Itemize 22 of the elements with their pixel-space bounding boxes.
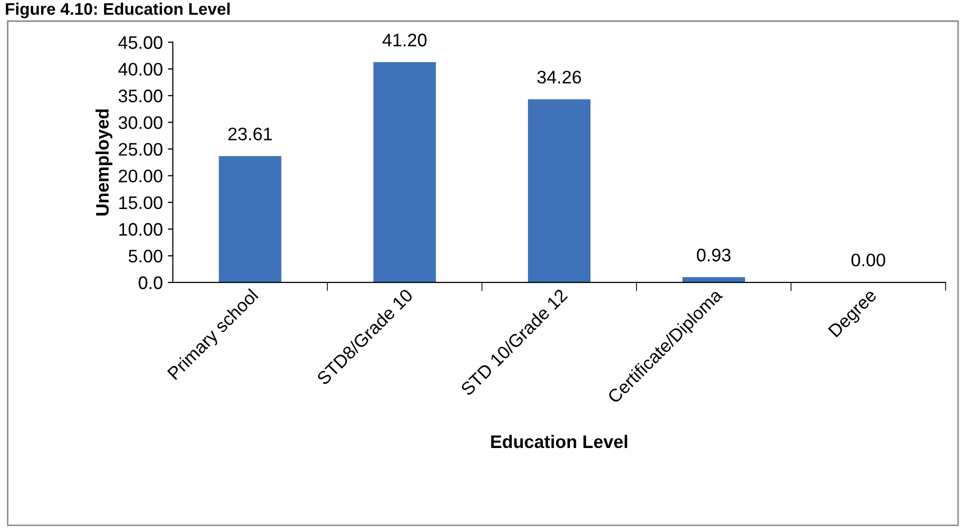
y-tick-label: 20.00 [118, 170, 162, 182]
y-tick-label: 0.0 [138, 276, 162, 290]
x-axis-title: Education Level [491, 434, 628, 448]
bar [373, 62, 436, 282]
bar [218, 156, 282, 282]
y-tick-label: 25.00 [118, 142, 162, 156]
bar [528, 99, 590, 282]
y-tick-label: 10.00 [119, 223, 162, 236]
data-label: 0.00 [851, 254, 886, 266]
y-tick-label: 40.00 [118, 62, 162, 76]
y-axis-title: Unemployed [96, 109, 112, 216]
y-tick-label: 35.00 [118, 90, 162, 102]
data-label: 34.26 [537, 70, 581, 84]
y-tick-label: 15.00 [119, 196, 162, 210]
y-tick-label: 5.00 [128, 250, 162, 263]
y-tick-label: 45.00 [118, 36, 162, 49]
y-tick-label: 30.00 [118, 116, 162, 130]
chart-title: Figure 4.10: Education Level [6, 2, 230, 18]
data-label: 23.61 [228, 128, 272, 140]
data-label: 0.93 [696, 248, 731, 262]
data-label: 41.20 [382, 34, 427, 46]
bar [682, 277, 746, 282]
